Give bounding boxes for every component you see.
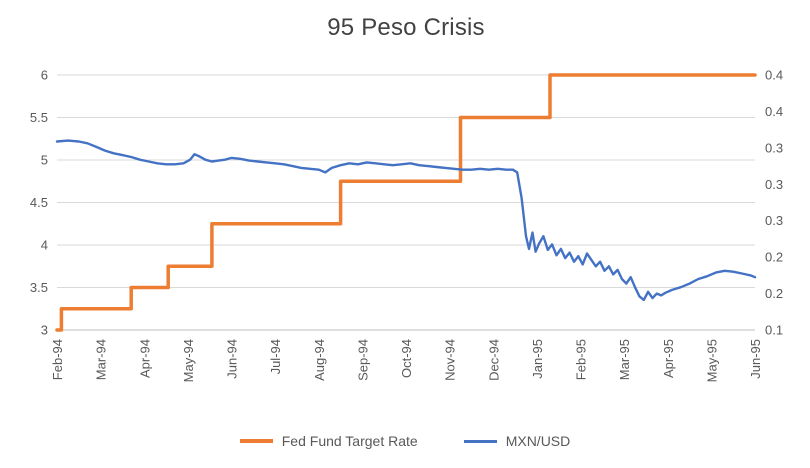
x-axis-label: Sep-94 xyxy=(355,339,370,381)
y-axis-right-label: 0.2 xyxy=(765,250,783,265)
x-axis-label: Aug-94 xyxy=(312,339,327,381)
y-axis-left-label: 4 xyxy=(41,238,48,253)
y-axis-right-label: 0.3 xyxy=(765,140,783,155)
x-axis-label: Jul-94 xyxy=(268,339,283,374)
x-axis-label: Mar-95 xyxy=(617,339,632,380)
x-axis-label: Dec-94 xyxy=(486,339,501,381)
legend-item-fed-fund-target-rate: Fed Fund Target Rate xyxy=(239,433,418,449)
y-axis-left-label: 5 xyxy=(41,153,48,168)
legend: Fed Fund Target Rate MXN/USD xyxy=(0,428,810,454)
legend-label-fed-fund: Fed Fund Target Rate xyxy=(281,433,418,449)
y-axis-right-label: 0.1 xyxy=(765,323,783,338)
x-axis-label: Jun-95 xyxy=(748,339,763,379)
legend-swatch-mxn-usd xyxy=(463,439,497,443)
legend-item-mxn-usd: MXN/USD xyxy=(463,433,571,449)
y-axis-right-label: 0.2 xyxy=(765,286,783,301)
x-axis-label: Jun-94 xyxy=(225,339,240,379)
y-axis-left-label: 6 xyxy=(41,68,48,83)
y-axis-right-label: 0.3 xyxy=(765,177,783,192)
chart-title: 95 Peso Crisis xyxy=(327,14,485,41)
y-axis-right-label: 0.4 xyxy=(765,104,783,119)
x-axis-label: May-94 xyxy=(181,339,196,382)
y-axis-left-label: 5.5 xyxy=(30,110,48,125)
x-axis-label: Apr-94 xyxy=(137,339,152,378)
x-axis-label: May-95 xyxy=(704,339,719,382)
x-axis-label: Apr-95 xyxy=(661,339,676,378)
x-axis-label: Feb-95 xyxy=(574,339,589,380)
x-axis-label: Mar-94 xyxy=(94,339,109,380)
legend-swatch-fed-fund xyxy=(239,439,273,443)
series-line-fed-fund-target-rate xyxy=(55,73,757,332)
y-axis-right-label: 0.3 xyxy=(765,213,783,228)
y-axis-left-label: 3.5 xyxy=(30,280,48,295)
plot-area: 6 5.5 5 4.5 4 3.5 3 0.4 0.4 0.3 0.3 0.3 0.2 0.2 0.1 Feb… xyxy=(30,68,783,383)
x-axis-label: Jan-95 xyxy=(530,339,545,379)
x-axis-label: Oct-94 xyxy=(399,339,414,378)
series-line-mxn-usd xyxy=(55,139,757,302)
x-axis-label: Nov-94 xyxy=(443,339,458,381)
y-axis-left-label: 3 xyxy=(41,323,48,338)
y-axis-right-label: 0.4 xyxy=(765,68,783,83)
legend-label-mxn-usd: MXN/USD xyxy=(505,433,571,449)
x-axis-label: Feb-94 xyxy=(50,339,65,380)
y-axis-left-label: 4.5 xyxy=(30,195,48,210)
